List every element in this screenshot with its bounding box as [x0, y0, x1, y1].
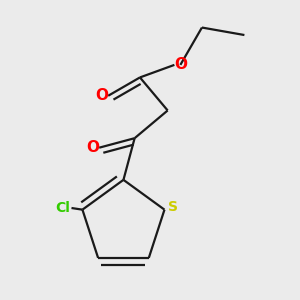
Text: O: O — [96, 88, 109, 103]
Text: Cl: Cl — [55, 201, 70, 215]
Text: O: O — [174, 57, 187, 72]
Text: O: O — [87, 140, 100, 154]
Text: S: S — [168, 200, 178, 214]
